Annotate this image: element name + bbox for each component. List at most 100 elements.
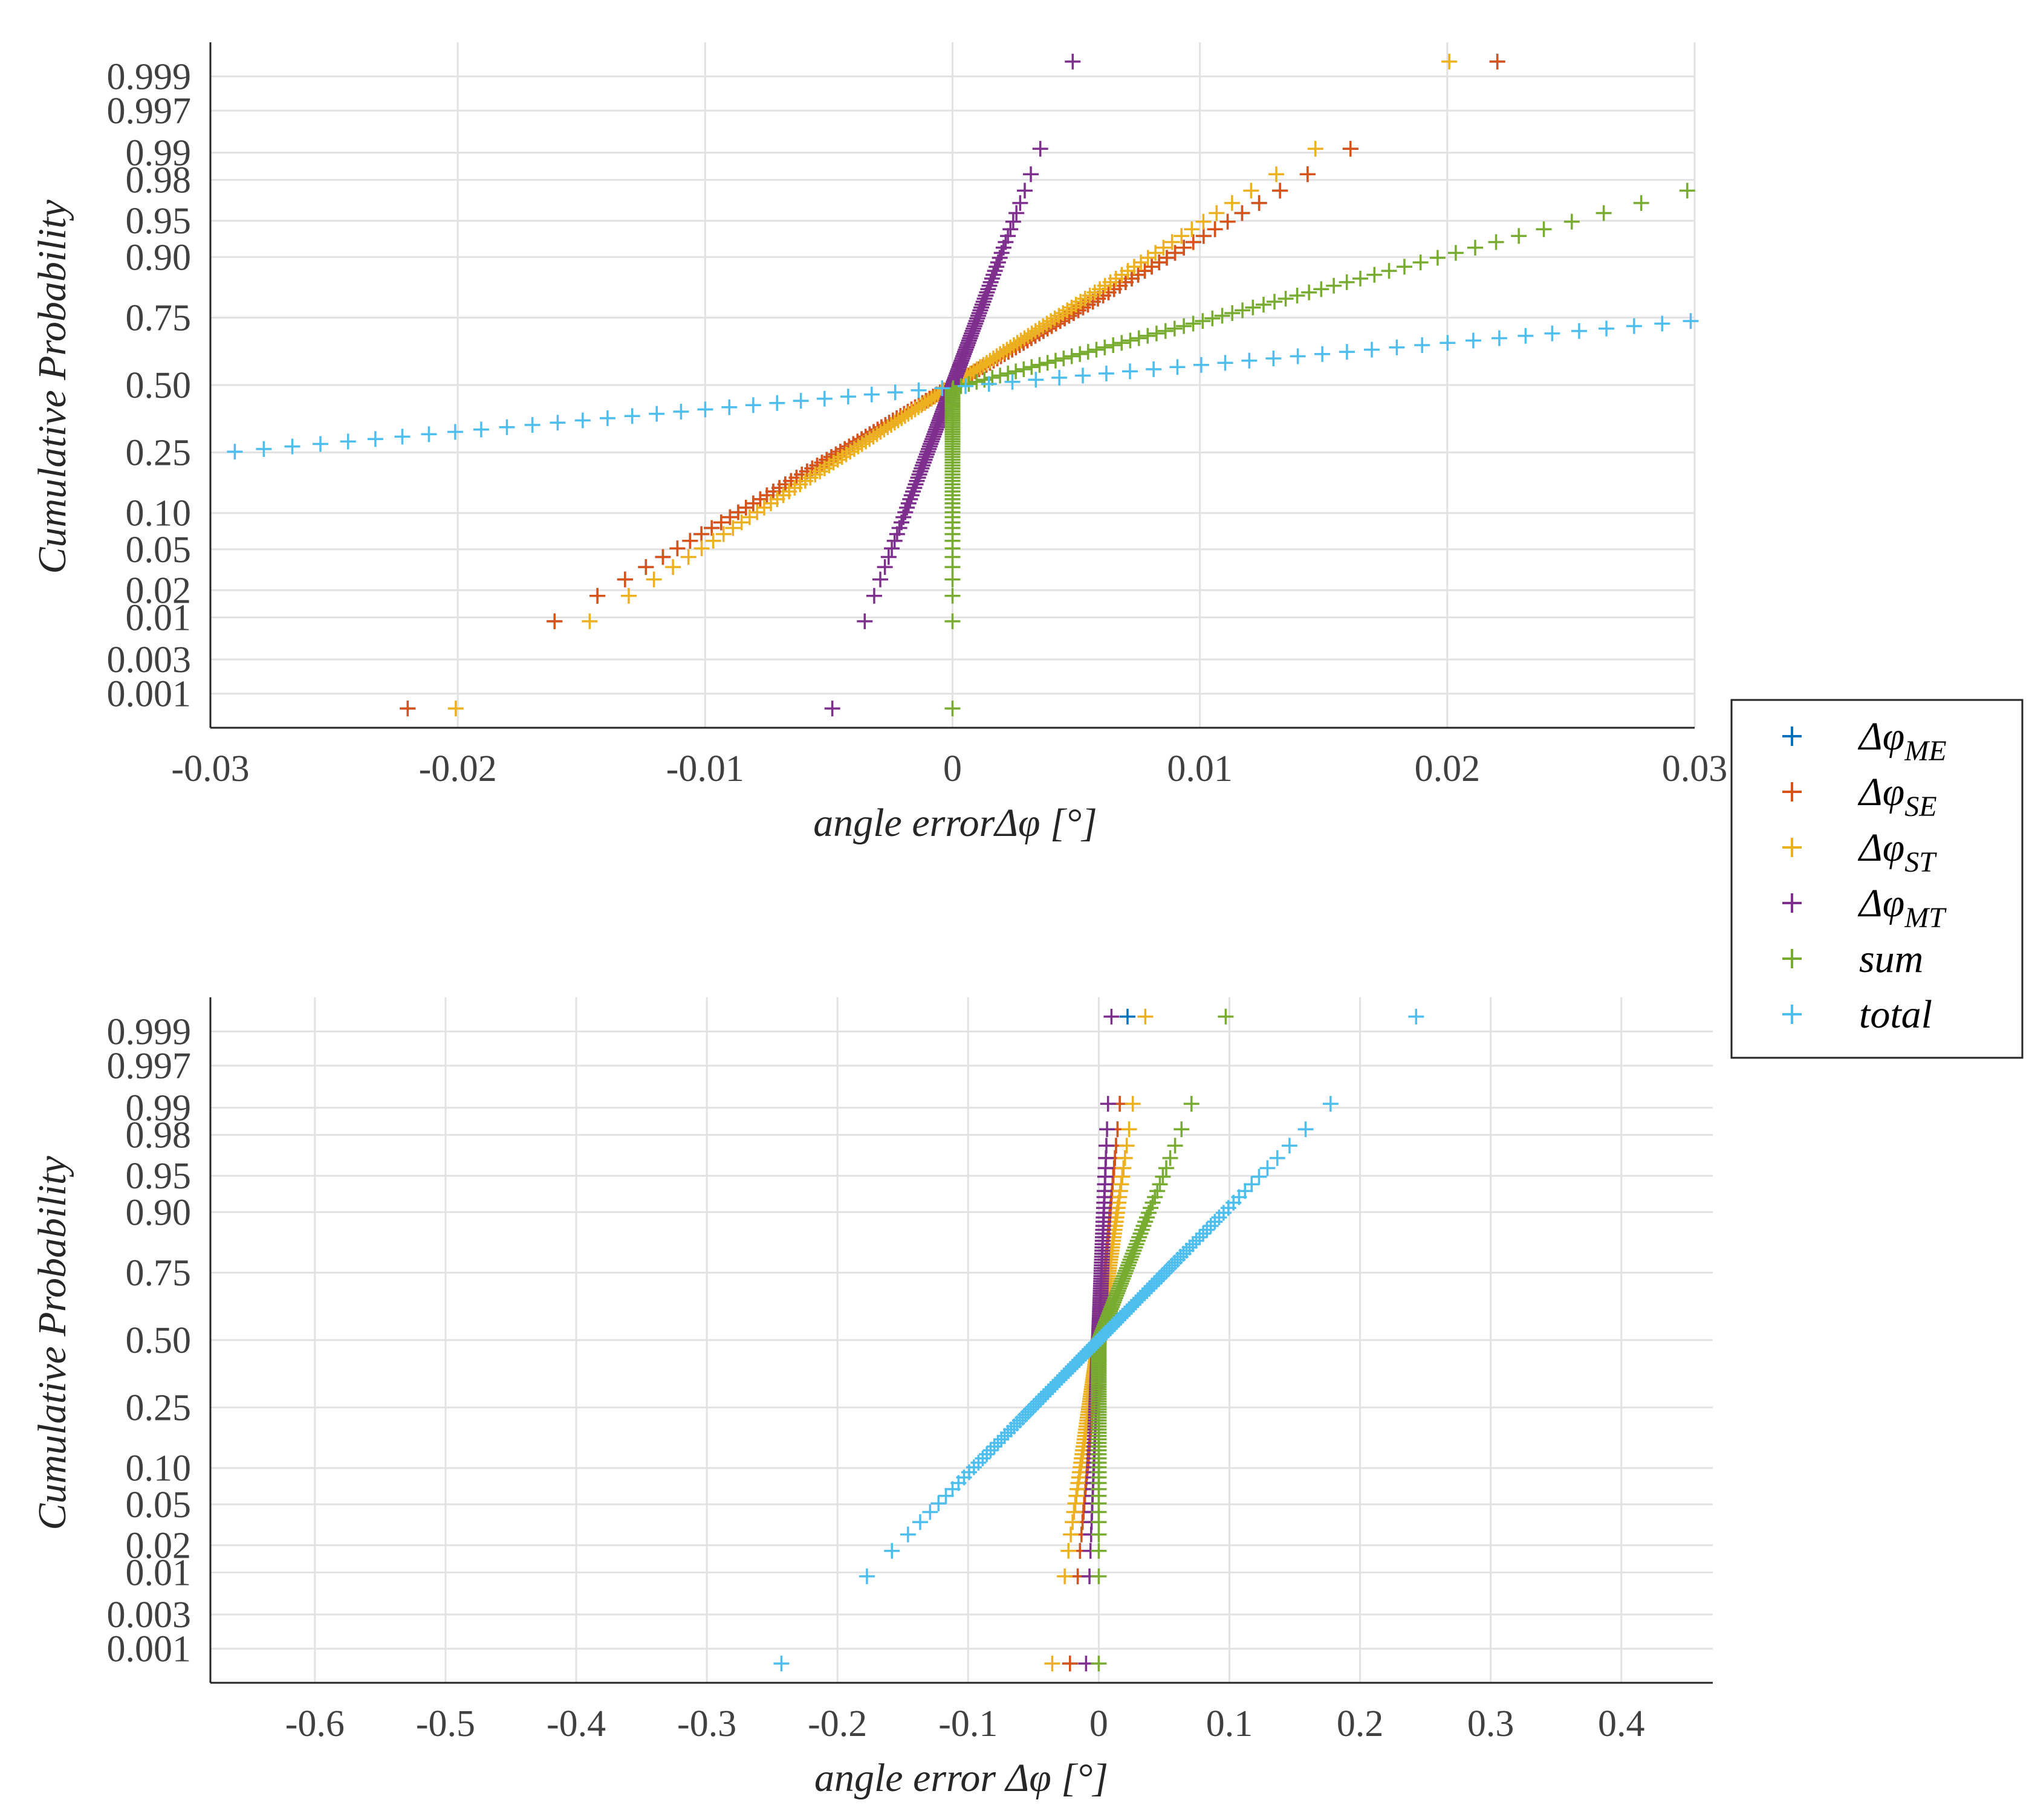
data-point [1301, 284, 1317, 300]
data-point [1115, 1160, 1132, 1176]
data-point [1241, 352, 1258, 369]
data-point [620, 588, 637, 604]
data-point [1129, 1232, 1146, 1249]
data-point [824, 701, 840, 717]
data-point [872, 571, 889, 588]
data-point [1004, 374, 1021, 390]
bottom-probability-plot: -0.6 -0.5 -0.4 -0.3 -0.2 -0.1 0 0.1 0.2 0.3 0.4 0.0… [107, 997, 1713, 1744]
y-tick-label: 0.05 [126, 529, 192, 571]
data-point [1057, 1568, 1073, 1584]
data-point [1511, 228, 1527, 244]
data-point [1267, 294, 1283, 310]
data-point [1465, 332, 1481, 349]
data-point [704, 520, 720, 536]
data-point [1626, 318, 1642, 334]
x-tick-label: -0.6 [285, 1703, 345, 1744]
data-point [1289, 288, 1305, 304]
data-point [1125, 1096, 1141, 1112]
y-tick-label: 0.999 [107, 56, 192, 97]
data-point [984, 270, 1000, 287]
data-point [944, 701, 961, 717]
data-point [1307, 141, 1323, 157]
y-tick-label: 0.75 [126, 1253, 192, 1294]
y-tick-label: 0.90 [126, 237, 192, 278]
y-tick-label: 0.01 [126, 597, 192, 638]
data-point [996, 1428, 1013, 1444]
data-point [722, 509, 738, 525]
data-point [1016, 183, 1033, 199]
data-point [1065, 1514, 1081, 1530]
data-point [1251, 1168, 1267, 1185]
data-point [975, 1450, 991, 1466]
data-point [944, 588, 961, 604]
data-point [1173, 228, 1190, 244]
data-point [1157, 323, 1173, 339]
data-point [1178, 1243, 1195, 1259]
legend-entry-subscript: SE [1904, 791, 1936, 823]
x-tick-label: 0.01 [1167, 748, 1233, 789]
data-point [1192, 1229, 1208, 1245]
data-point [1244, 1176, 1260, 1193]
data-point [1342, 141, 1358, 157]
data-point [1130, 267, 1146, 283]
legend-marker [1782, 727, 1802, 746]
data-point [1075, 368, 1091, 384]
x-tick-label: 0.1 [1206, 1703, 1253, 1744]
data-point [987, 263, 1003, 279]
y-tick-label: 0.95 [126, 1156, 192, 1197]
data-point [1518, 328, 1534, 344]
data-point [1032, 141, 1048, 157]
data-point [1005, 213, 1021, 230]
data-point [1028, 372, 1044, 388]
data-point [1122, 363, 1138, 380]
data-point [340, 433, 356, 450]
data-point [1039, 316, 1055, 332]
data-point [1031, 357, 1048, 373]
data-point [1167, 245, 1183, 261]
data-point [1218, 1008, 1234, 1025]
data-point [930, 1495, 947, 1512]
data-point [1091, 1543, 1107, 1559]
y-tick-label: 0.98 [126, 1115, 192, 1156]
data-point [1366, 267, 1383, 283]
data-point [911, 382, 927, 398]
data-point [1067, 1495, 1083, 1512]
data-point [982, 1442, 999, 1459]
data-point [624, 408, 640, 424]
data-point [759, 487, 775, 504]
data-point [857, 613, 873, 629]
data-point [886, 533, 903, 549]
data-point [1137, 263, 1153, 279]
data-point [1441, 53, 1458, 70]
data-point [1164, 234, 1180, 250]
data-point [665, 559, 681, 575]
data-point [1599, 320, 1615, 337]
data-point [1128, 1236, 1144, 1252]
series-total [227, 313, 1699, 460]
data-point [1000, 365, 1016, 381]
data-point [1148, 325, 1164, 342]
data-point [1103, 1008, 1120, 1025]
data-point [1467, 239, 1483, 256]
series-sum [944, 183, 1695, 717]
data-point [733, 514, 750, 531]
legend-box [1730, 699, 2024, 1059]
legend-marker [1782, 1005, 1802, 1024]
data-point [1207, 221, 1223, 238]
y-tick-label: 0.01 [126, 1552, 192, 1593]
data-point [834, 449, 850, 465]
data-point [312, 436, 328, 452]
data-point [1193, 357, 1209, 373]
data-point [1277, 291, 1294, 307]
data-point [1149, 1183, 1166, 1199]
data-point [1097, 339, 1113, 355]
data-point [1080, 344, 1096, 360]
data-point [1008, 363, 1024, 380]
data-point [256, 441, 272, 457]
data-point [1051, 369, 1068, 386]
data-point [884, 1543, 900, 1559]
x-tick-label: 0.02 [1415, 748, 1481, 789]
data-point [1131, 1229, 1147, 1245]
y-tick-label: 0.001 [107, 674, 192, 715]
data-point [1147, 245, 1164, 261]
